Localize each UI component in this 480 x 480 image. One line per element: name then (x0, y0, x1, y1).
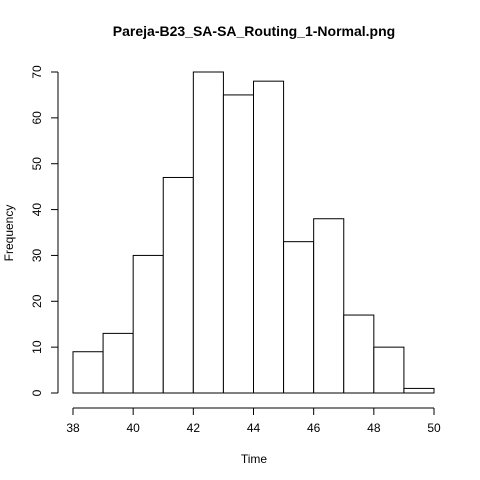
histogram-bar (343, 314, 375, 394)
x-tick-label: 50 (427, 421, 441, 435)
x-tick-label: 38 (66, 421, 80, 435)
y-tick-label: 20 (30, 294, 44, 308)
y-tick-label: 30 (30, 248, 44, 262)
histogram-bar (132, 254, 164, 394)
x-tick-label: 48 (367, 421, 381, 435)
histogram-bars (72, 71, 435, 394)
histogram-bar (373, 346, 405, 394)
y-axis-label: Frequency (2, 205, 16, 262)
histogram-bar (222, 94, 255, 394)
histogram-bar (403, 387, 435, 394)
histogram-bar (102, 332, 134, 394)
x-tick-label: 46 (307, 421, 321, 435)
chart-title: Pareja-B23_SA-SA_Routing_1-Normal.png (113, 23, 395, 39)
histogram-bar (253, 80, 285, 394)
y-tick-label: 50 (30, 157, 44, 171)
y-tick-label: 10 (30, 340, 44, 354)
y-tick-label: 60 (30, 111, 44, 125)
histogram-bar (313, 218, 345, 394)
y-tick-label: 40 (30, 203, 44, 217)
y-axis: 0 10 20 30 40 50 60 70 (30, 65, 59, 396)
y-tick-label: 70 (30, 65, 44, 79)
histogram-bar (283, 241, 315, 394)
y-tick-label: 0 (30, 389, 44, 396)
x-axis: 38 40 42 44 46 48 50 (66, 407, 441, 435)
x-tick-label: 44 (247, 421, 261, 435)
histogram-bar (192, 71, 224, 394)
x-tick-label: 42 (187, 421, 201, 435)
x-tick-label: 40 (126, 421, 140, 435)
histogram-bar (72, 351, 104, 394)
x-axis-label: Time (241, 452, 268, 466)
histogram-bar (162, 176, 194, 394)
